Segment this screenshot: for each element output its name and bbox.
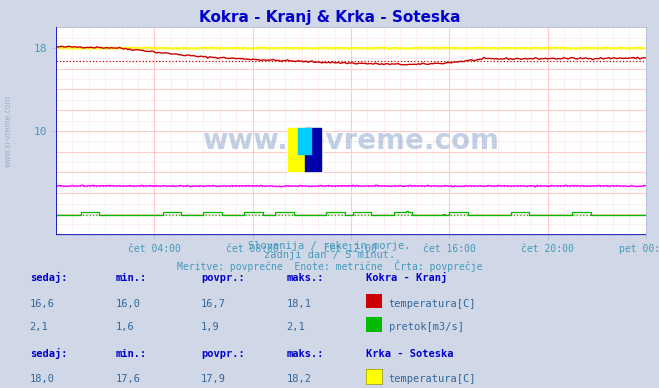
Text: povpr.:: povpr.: — [201, 273, 244, 283]
Text: 18,0: 18,0 — [30, 374, 55, 384]
Text: www.si-vreme.com: www.si-vreme.com — [3, 95, 13, 167]
Text: min.:: min.: — [115, 349, 146, 359]
Text: www.si-vreme.com: www.si-vreme.com — [202, 127, 500, 155]
Text: temperatura[C]: temperatura[C] — [389, 374, 476, 384]
Text: 16,6: 16,6 — [30, 298, 55, 308]
Text: 2,1: 2,1 — [287, 322, 305, 332]
Text: 18,2: 18,2 — [287, 374, 312, 384]
Text: Kokra - Kranj: Kokra - Kranj — [366, 272, 447, 283]
Text: 1,6: 1,6 — [115, 322, 134, 332]
Text: Kokra - Kranj & Krka - Soteska: Kokra - Kranj & Krka - Soteska — [199, 10, 460, 25]
Text: pretok[m3/s]: pretok[m3/s] — [389, 322, 464, 332]
Text: zadnji dan / 5 minut.: zadnji dan / 5 minut. — [264, 250, 395, 260]
Text: temperatura[C]: temperatura[C] — [389, 298, 476, 308]
Text: povpr.:: povpr.: — [201, 349, 244, 359]
Text: sedaj:: sedaj: — [30, 348, 67, 359]
Text: 1,9: 1,9 — [201, 322, 219, 332]
Text: Krka - Soteska: Krka - Soteska — [366, 349, 453, 359]
Text: 17,6: 17,6 — [115, 374, 140, 384]
Text: maks.:: maks.: — [287, 273, 324, 283]
Text: sedaj:: sedaj: — [30, 272, 67, 283]
Text: 17,9: 17,9 — [201, 374, 226, 384]
Text: maks.:: maks.: — [287, 349, 324, 359]
Text: 2,1: 2,1 — [30, 322, 48, 332]
Text: Meritve: povprečne  Enote: metrične  Črta: povprečje: Meritve: povprečne Enote: metrične Črta:… — [177, 260, 482, 272]
Text: min.:: min.: — [115, 273, 146, 283]
Text: 16,7: 16,7 — [201, 298, 226, 308]
Text: 16,0: 16,0 — [115, 298, 140, 308]
Text: 18,1: 18,1 — [287, 298, 312, 308]
Text: Slovenija / reke in morje.: Slovenija / reke in morje. — [248, 241, 411, 251]
